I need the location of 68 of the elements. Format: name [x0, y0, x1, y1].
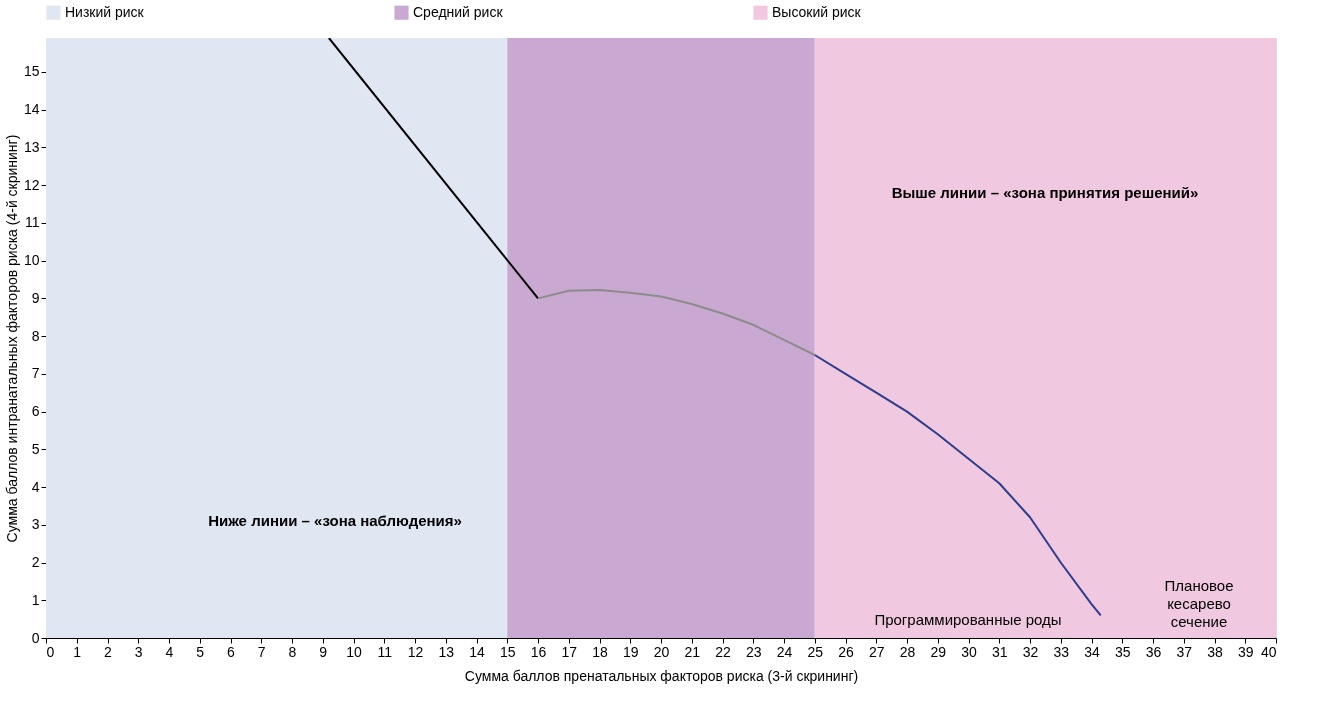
- x-tick-label: 16: [530, 643, 547, 660]
- annotation: Плановое кесарево сечение: [1164, 577, 1234, 630]
- x-tick-label: 22: [715, 643, 731, 660]
- x-tick-label: 4: [165, 643, 174, 660]
- y-tick-label: 5: [31, 440, 40, 457]
- x-tick-label: 24: [776, 643, 793, 660]
- annotation: Выше линии – «зона принятия решений»: [891, 184, 1199, 201]
- x-tick-label: 0: [46, 643, 55, 660]
- y-tick-label: 8: [31, 327, 40, 344]
- x-tick-label: 21: [684, 643, 701, 660]
- legend-label: Высокий риск: [772, 3, 862, 20]
- x-tick-label: 40: [1260, 643, 1277, 660]
- x-tick-label: 12: [407, 643, 424, 660]
- x-tick-label: 33: [1053, 643, 1070, 660]
- x-tick-label: 13: [438, 643, 455, 660]
- x-tick-label: 6: [227, 643, 236, 660]
- x-tick-label: 5: [196, 643, 205, 660]
- line-series: [813, 353, 1102, 617]
- annotation: Ниже линии – «зона наблюдения»: [208, 512, 462, 529]
- x-tick-label: 25: [807, 643, 824, 660]
- y-tick-label: 9: [31, 289, 40, 306]
- x-tick-label: 3: [134, 643, 143, 660]
- x-tick-label: 32: [1022, 643, 1039, 660]
- x-tick-label: 30: [961, 643, 977, 660]
- y-tick-label: 0: [31, 629, 40, 646]
- x-tick-label: 31: [991, 643, 1008, 660]
- x-tick-label: 29: [930, 643, 947, 660]
- x-tick-label: 34: [1084, 643, 1100, 660]
- x-tick-label: 15: [499, 643, 516, 660]
- x-tick-label: 26: [838, 643, 854, 660]
- x-tick-label: 18: [592, 643, 608, 660]
- x-tick-label: 39: [1237, 643, 1254, 660]
- x-tick-label: 23: [745, 643, 762, 660]
- y-tick-label: 14: [23, 101, 40, 118]
- x-tick-label: 27: [868, 643, 885, 660]
- x-tick-label: 28: [899, 643, 916, 660]
- y-tick-label: 3: [31, 516, 40, 533]
- x-tick-label: 17: [561, 643, 578, 660]
- y-tick-label: 15: [23, 63, 40, 80]
- x-tick-label: 20: [653, 643, 670, 660]
- legend-label: Низкий риск: [65, 3, 145, 20]
- x-tick-label: 10: [346, 643, 362, 660]
- x-tick-label: 14: [469, 643, 485, 660]
- x-tick-label: 37: [1176, 643, 1193, 660]
- y-tick-label: 4: [31, 478, 40, 495]
- x-tick-label: 2: [104, 643, 113, 660]
- x-tick-label: 38: [1207, 643, 1223, 660]
- x-tick-label: 7: [257, 643, 266, 660]
- x-axis-title: Сумма баллов пренатальных факторов риска (3-й скрининг): [464, 667, 859, 684]
- y-tick-label: 12: [23, 176, 40, 193]
- x-tick-label: 1: [73, 643, 82, 660]
- line-series: [537, 289, 816, 356]
- x-tick-label: 19: [622, 643, 639, 660]
- x-tick-label: 35: [1114, 643, 1131, 660]
- y-tick-label: 1: [31, 591, 40, 608]
- y-tick-label: 10: [23, 252, 40, 269]
- x-tick-label: 9: [319, 643, 328, 660]
- legend-label: Средний риск: [413, 3, 504, 20]
- y-tick-label: 2: [31, 554, 40, 571]
- y-tick-label: 13: [23, 138, 40, 155]
- y-tick-label: 6: [31, 403, 40, 420]
- y-tick-label: 11: [24, 214, 40, 231]
- y-tick-label: 7: [31, 365, 40, 382]
- y-axis-title: Сумма баллов интранатальных факторов риска (4-й скрининг): [3, 134, 20, 543]
- x-tick-label: 8: [288, 643, 297, 660]
- x-tick-label: 11: [377, 643, 393, 660]
- x-tick-label: 36: [1145, 643, 1162, 660]
- annotation: Программированные роды: [874, 611, 1062, 628]
